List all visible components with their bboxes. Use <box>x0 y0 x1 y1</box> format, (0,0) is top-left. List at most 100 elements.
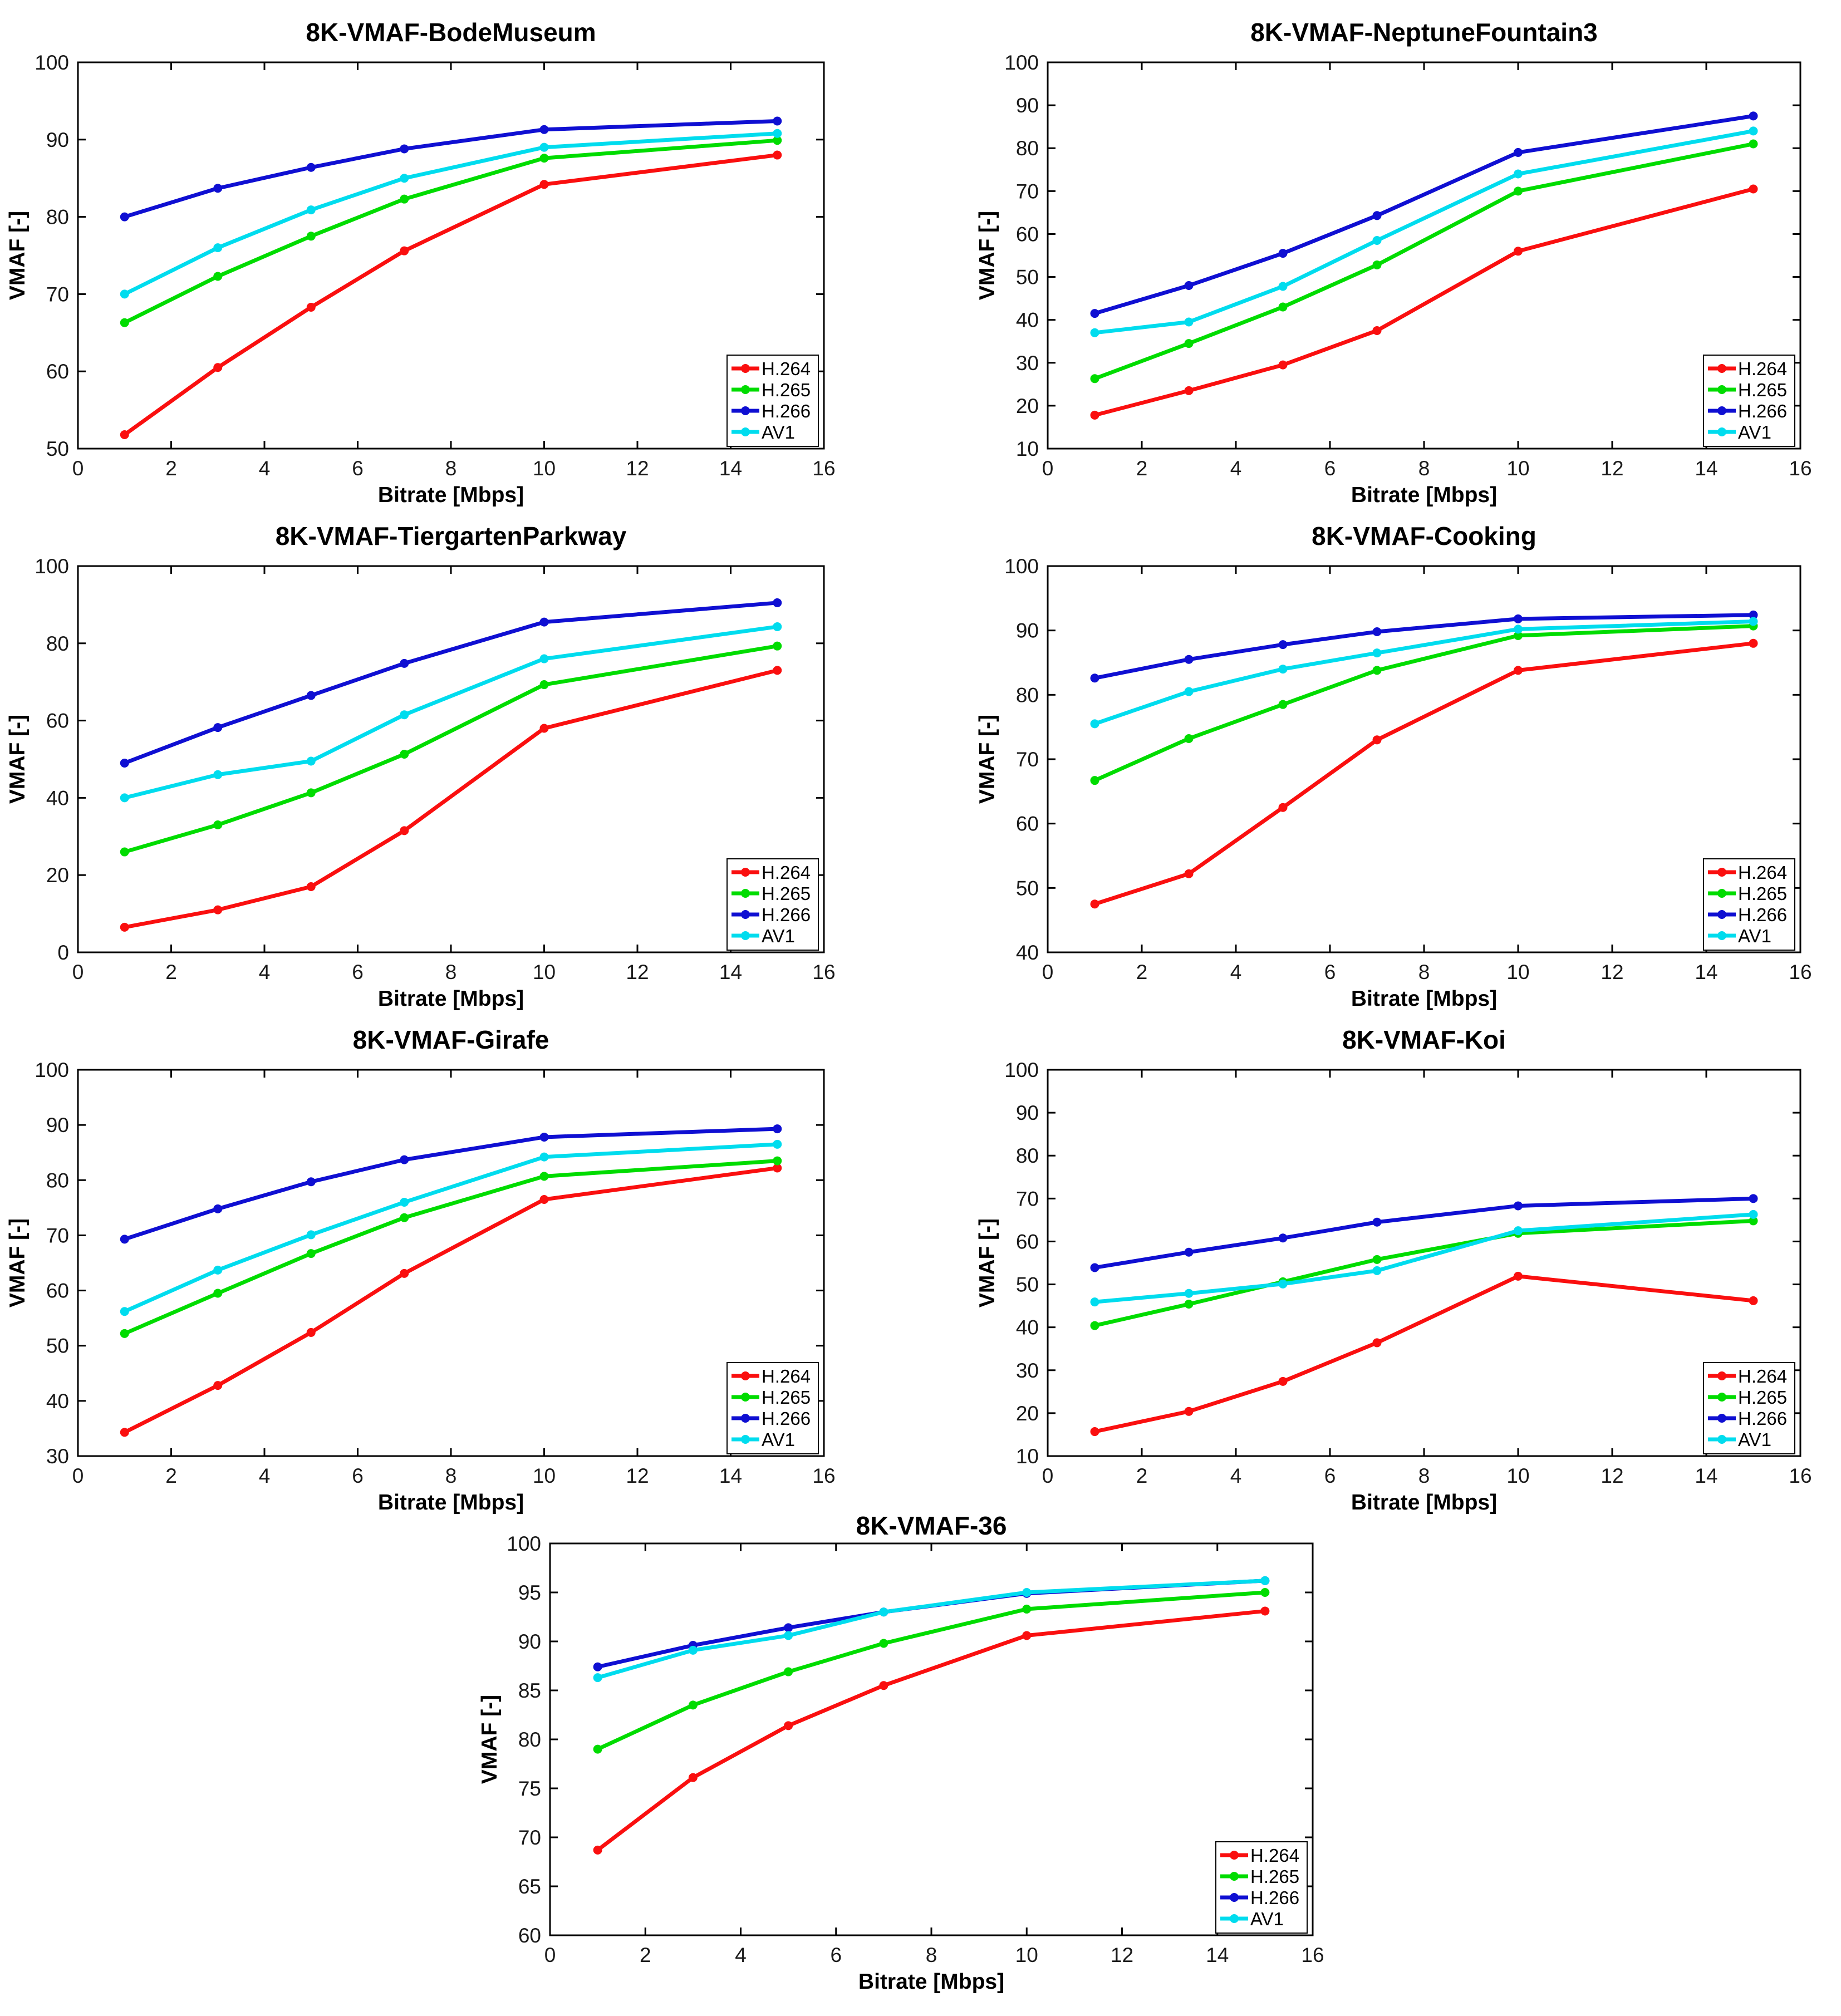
data-point-H.264 <box>1278 803 1288 812</box>
data-point-H.265 <box>400 1213 409 1222</box>
data-point-AV1 <box>1514 625 1523 634</box>
data-point-H.265 <box>1372 1255 1382 1264</box>
chart-title: 8K-VMAF-TiergartenParkway <box>276 522 627 550</box>
x-tick-label: 0 <box>544 1944 556 1966</box>
data-point-AV1 <box>400 1197 409 1207</box>
data-point-AV1 <box>783 1631 793 1640</box>
legend-marker <box>741 385 750 394</box>
legend-marker <box>741 406 750 415</box>
x-tick-label: 10 <box>533 457 556 480</box>
y-tick-label: 100 <box>1004 1059 1039 1081</box>
series-line-H.266 <box>122 119 779 219</box>
chart-panel-cooking: 8K-VMAF-Cooking Bitrate [Mbps] VMAF [-] … <box>921 504 1841 1011</box>
legend-entry-label: H.266 <box>1738 1408 1787 1429</box>
x-tick-label: 4 <box>1230 457 1242 480</box>
series-line-H.265 <box>1093 624 1755 783</box>
y-tick-label: 60 <box>1016 223 1039 245</box>
data-point-H.266 <box>1372 627 1382 636</box>
series-line-H.266 <box>122 1127 779 1241</box>
x-tick-label: 12 <box>626 1464 649 1487</box>
data-point-H.266 <box>593 1662 602 1671</box>
legend-marker <box>1717 1435 1726 1444</box>
data-point-H.264 <box>1090 899 1099 909</box>
data-point-H.265 <box>1514 631 1523 640</box>
series-line-H.265 <box>122 644 779 854</box>
data-point-H.264 <box>1514 247 1523 256</box>
data-point-H.264 <box>1749 184 1758 194</box>
data-point-AV1 <box>1090 719 1099 729</box>
x-tick-label: 12 <box>1601 457 1623 480</box>
y-tick-label: 80 <box>46 632 69 655</box>
data-point-H.264 <box>1372 735 1382 745</box>
data-point-H.266 <box>120 1235 129 1244</box>
data-point-H.264 <box>593 1845 602 1855</box>
data-point-H.265 <box>400 749 409 759</box>
data-point-H.265 <box>306 788 316 798</box>
legend-marker <box>1717 868 1726 877</box>
data-point-AV1 <box>1184 317 1194 327</box>
legend-entry-label: AV1 <box>1738 926 1771 946</box>
legend-marker <box>741 364 750 373</box>
legend-marker <box>1717 889 1726 898</box>
y-tick-label: 70 <box>518 1826 541 1849</box>
x-tick-label: 14 <box>1695 457 1717 480</box>
y-tick-label: 40 <box>1016 1316 1039 1339</box>
data-point-H.264 <box>1090 1427 1099 1437</box>
data-point-H.265 <box>400 194 409 204</box>
series-line-H.264 <box>1093 641 1755 906</box>
data-point-AV1 <box>120 289 129 299</box>
y-tick-label: 50 <box>46 437 69 460</box>
x-tick-label: 14 <box>719 457 742 480</box>
data-point-H.266 <box>773 116 782 126</box>
data-point-H.266 <box>539 617 549 627</box>
legend-entry-label: AV1 <box>762 926 795 946</box>
legend-marker <box>1717 910 1726 919</box>
data-point-H.264 <box>1090 410 1099 420</box>
data-point-H.264 <box>1260 1606 1269 1616</box>
x-tick-label: 4 <box>259 457 271 480</box>
series-line-H.266 <box>122 601 779 765</box>
x-tick-label: 8 <box>1418 457 1430 480</box>
y-tick-label: 90 <box>1016 1102 1039 1124</box>
x-tick-label: 10 <box>1506 961 1529 984</box>
x-tick-label: 8 <box>1418 1464 1430 1487</box>
data-point-H.264 <box>1749 1296 1758 1305</box>
data-point-H.266 <box>400 658 409 668</box>
series-line-H.264 <box>122 153 779 437</box>
axes: 0 2 4 6 8 10 12 14 16 50 60 70 80 90 100 <box>35 51 835 480</box>
x-tick-label: 2 <box>165 457 177 480</box>
data-point-AV1 <box>400 174 409 183</box>
data-point-AV1 <box>1749 126 1758 136</box>
legend-entry-label: H.266 <box>762 1408 811 1429</box>
chart-title: 8K-VMAF-Girafe <box>353 1025 549 1054</box>
y-tick-label: 80 <box>518 1728 541 1751</box>
series-line-H.264 <box>1093 186 1755 417</box>
data-point-H.266 <box>1749 610 1758 619</box>
legend-marker <box>1717 364 1726 373</box>
data-point-H.266 <box>1372 1217 1382 1227</box>
data-point-H.264 <box>1749 638 1758 648</box>
data-point-AV1 <box>1184 687 1194 696</box>
y-tick-label: 90 <box>1016 94 1039 117</box>
y-tick-label: 60 <box>46 710 69 732</box>
x-axis-label: Bitrate [Mbps] <box>378 483 524 507</box>
axes: 0 2 4 6 8 10 12 14 16 40 50 60 70 80 90 100 <box>1004 555 1811 984</box>
x-tick-label: 14 <box>1206 1944 1229 1966</box>
legend-marker <box>1229 1914 1239 1923</box>
x-axis-label: Bitrate [Mbps] <box>858 1970 1004 1994</box>
chart-panel-girafe: 8K-VMAF-Girafe Bitrate [Mbps] VMAF [-] 0… <box>0 1007 920 1515</box>
y-tick-label: 65 <box>518 1875 541 1898</box>
data-point-H.264 <box>783 1721 793 1730</box>
chart-row-3: 8K-VMAF-Girafe Bitrate [Mbps] VMAF [-] 0… <box>0 1007 1841 1515</box>
data-point-H.265 <box>306 232 316 241</box>
chart-panel-tiergartenparkway: 8K-VMAF-TiergartenParkway Bitrate [Mbps]… <box>0 504 920 1011</box>
y-tick-label: 75 <box>518 1777 541 1800</box>
data-point-AV1 <box>1372 236 1382 245</box>
data-point-H.266 <box>1749 111 1758 121</box>
x-tick-label: 16 <box>812 1464 835 1487</box>
series-lines <box>593 1576 1269 1855</box>
x-tick-label: 2 <box>1136 1464 1148 1487</box>
y-axis-label: VMAF [-] <box>6 715 30 804</box>
